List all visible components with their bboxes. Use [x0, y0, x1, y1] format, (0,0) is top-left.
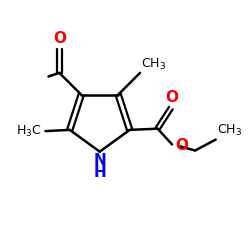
Text: O: O — [175, 138, 188, 153]
Text: H: H — [93, 165, 106, 180]
Text: CH$_3$: CH$_3$ — [141, 56, 167, 72]
Text: N: N — [93, 153, 106, 168]
Text: CH$_3$: CH$_3$ — [217, 123, 242, 138]
Text: H$_3$C: H$_3$C — [16, 124, 42, 139]
Text: O: O — [166, 90, 178, 105]
Text: O: O — [53, 31, 66, 46]
